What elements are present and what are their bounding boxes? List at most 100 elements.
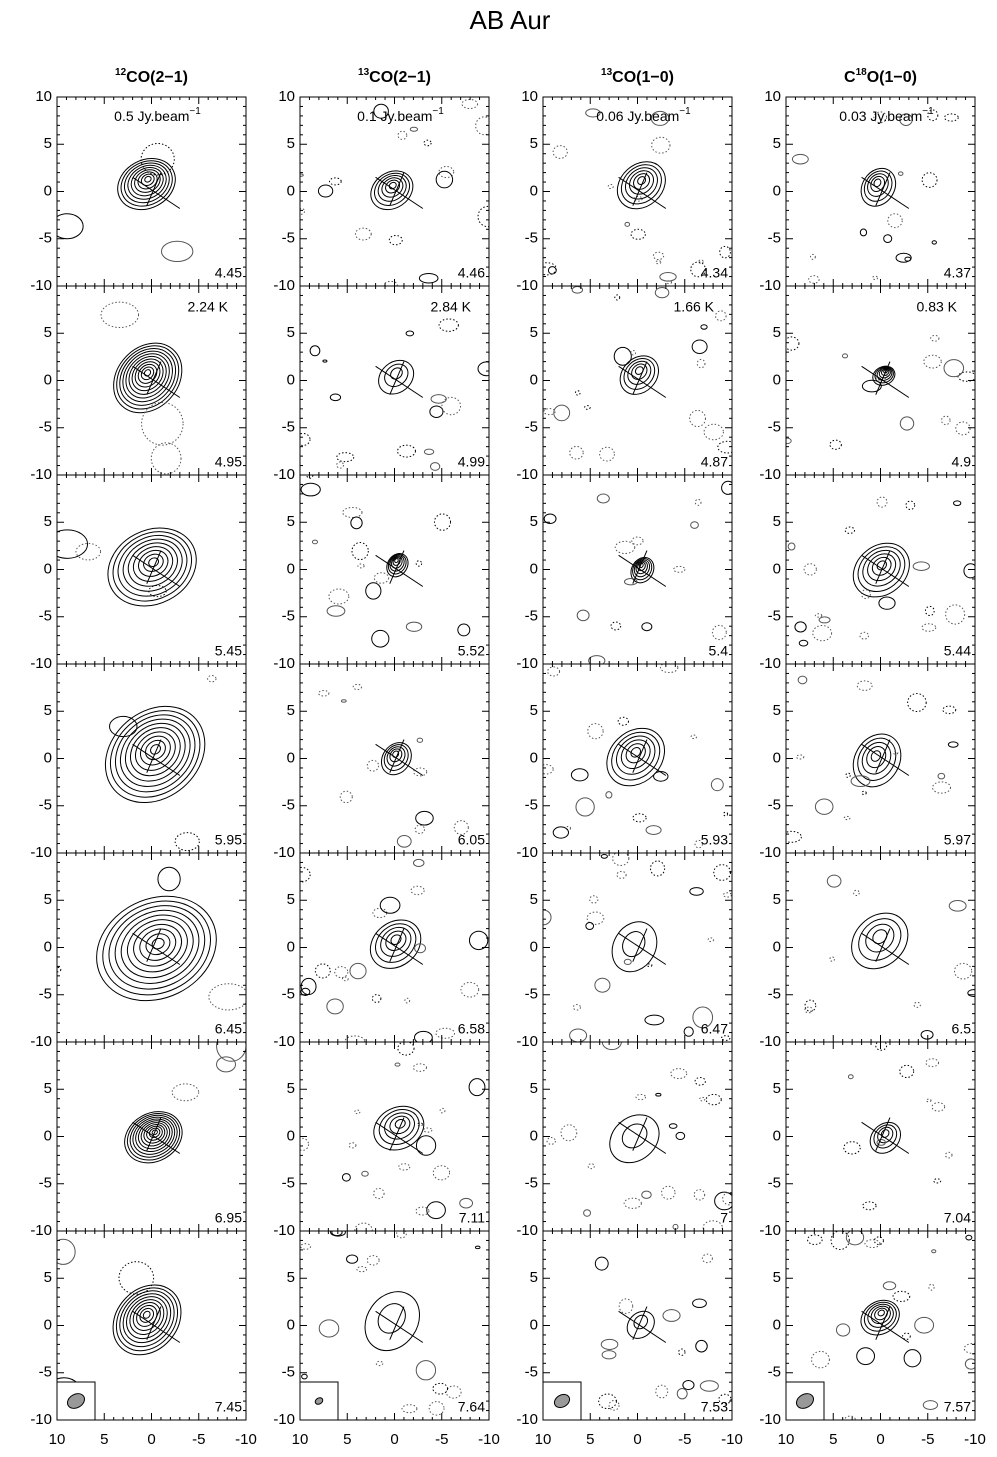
noise-contour	[588, 655, 606, 664]
x-tick-label: 0	[147, 1431, 155, 1448]
noise-contour	[468, 930, 489, 951]
noise-contour	[375, 1360, 384, 1367]
y-tick-label: -10	[516, 844, 538, 861]
contour	[150, 744, 161, 755]
y-tick-label: -5	[39, 608, 52, 625]
noise-contour	[829, 439, 842, 450]
noise-contour	[574, 390, 581, 396]
noise-contour	[878, 596, 896, 610]
y-tick-label: -10	[30, 277, 52, 294]
label-part: CO(2−1)	[369, 69, 431, 86]
contours	[791, 109, 959, 284]
noise-contour	[843, 1141, 861, 1155]
contour	[135, 731, 176, 771]
contour	[142, 1310, 151, 1319]
panel: 5 0 -5 -10 5.93	[516, 663, 733, 861]
noise-contour	[326, 998, 344, 1015]
contour	[140, 1122, 168, 1147]
noise-contour	[843, 815, 851, 821]
noise-contour	[341, 976, 349, 982]
disk-axis	[861, 365, 910, 398]
noise-contour	[394, 1062, 401, 1067]
contour	[635, 560, 648, 575]
noise-contour	[141, 402, 184, 446]
contour	[133, 923, 183, 967]
contour	[378, 1109, 420, 1146]
y-tick-label: -5	[282, 608, 295, 625]
y-tick-label: -5	[39, 230, 52, 247]
contours	[57, 866, 246, 1011]
noise-contour	[148, 585, 167, 598]
contour	[130, 166, 164, 197]
noise-contour	[928, 1283, 935, 1291]
y-tick-label: -10	[516, 277, 538, 294]
contour	[112, 531, 193, 602]
label: 13CO(1−0)	[601, 67, 674, 86]
velocity-label: 5.93	[701, 832, 728, 848]
noise-contour	[933, 1178, 942, 1184]
y-tick-label: 5	[530, 891, 538, 908]
noise-contour	[344, 1035, 366, 1042]
y-tick-label: -5	[525, 419, 538, 436]
noise-contour	[873, 111, 888, 124]
disk-axis	[389, 550, 405, 584]
contour	[386, 553, 409, 578]
noise-contour	[698, 259, 704, 264]
noise-contour	[301, 1373, 308, 1380]
contour	[102, 900, 212, 996]
y-tick-label: 0	[530, 371, 538, 388]
contour	[143, 1123, 166, 1144]
y-tick-label: -5	[768, 419, 781, 436]
x-tick-label: -10	[235, 1431, 257, 1448]
noise-contour	[655, 1092, 662, 1097]
noise-contour	[617, 716, 629, 726]
noise-contour	[814, 613, 823, 618]
noise-contour	[905, 500, 916, 510]
noise-contour	[429, 462, 441, 471]
disk-axis	[632, 1306, 648, 1340]
contours	[300, 318, 489, 471]
disk-axis	[146, 1117, 162, 1151]
disk-axis	[875, 739, 891, 773]
disk-axis	[861, 743, 910, 776]
contour	[392, 557, 401, 566]
contour	[108, 905, 206, 990]
contours	[543, 480, 732, 664]
noise-contour	[925, 1098, 932, 1103]
noise-contour	[598, 1393, 617, 1410]
y-tick-label: 5	[287, 135, 295, 152]
noise-contour	[416, 737, 424, 743]
disk-axis	[132, 1121, 181, 1154]
noise-contour	[460, 981, 480, 998]
noise-contour	[655, 260, 662, 265]
panel: 5 0 -5 -10 6.45	[30, 852, 247, 1050]
noise-contour	[309, 345, 321, 357]
noise-contour	[876, 496, 888, 508]
noise-contour	[612, 853, 630, 866]
noise-contour	[692, 1006, 714, 1029]
noise-contour	[157, 866, 181, 892]
contour	[615, 735, 656, 775]
noise-contour	[373, 103, 389, 119]
noise-contour	[798, 639, 809, 647]
noise-contour	[587, 723, 604, 740]
contour	[860, 1299, 900, 1336]
contours	[543, 108, 731, 285]
noise-contour	[373, 572, 390, 584]
noise-contour	[326, 605, 346, 617]
label-part: −1	[922, 106, 934, 117]
noise-contour	[547, 266, 557, 275]
contour	[851, 912, 909, 970]
noise-contour	[404, 997, 411, 1004]
contour	[384, 1112, 415, 1140]
noise-contour	[650, 860, 666, 877]
noise-contour	[651, 136, 671, 154]
y-tick-label: 0	[44, 182, 52, 199]
contours	[124, 1042, 246, 1164]
noise-contour	[600, 1338, 619, 1350]
contour	[852, 542, 910, 598]
contours	[543, 286, 732, 462]
noise-contour	[318, 690, 330, 697]
noise-contour	[804, 1006, 814, 1014]
velocity-label: 5.4	[709, 643, 729, 659]
